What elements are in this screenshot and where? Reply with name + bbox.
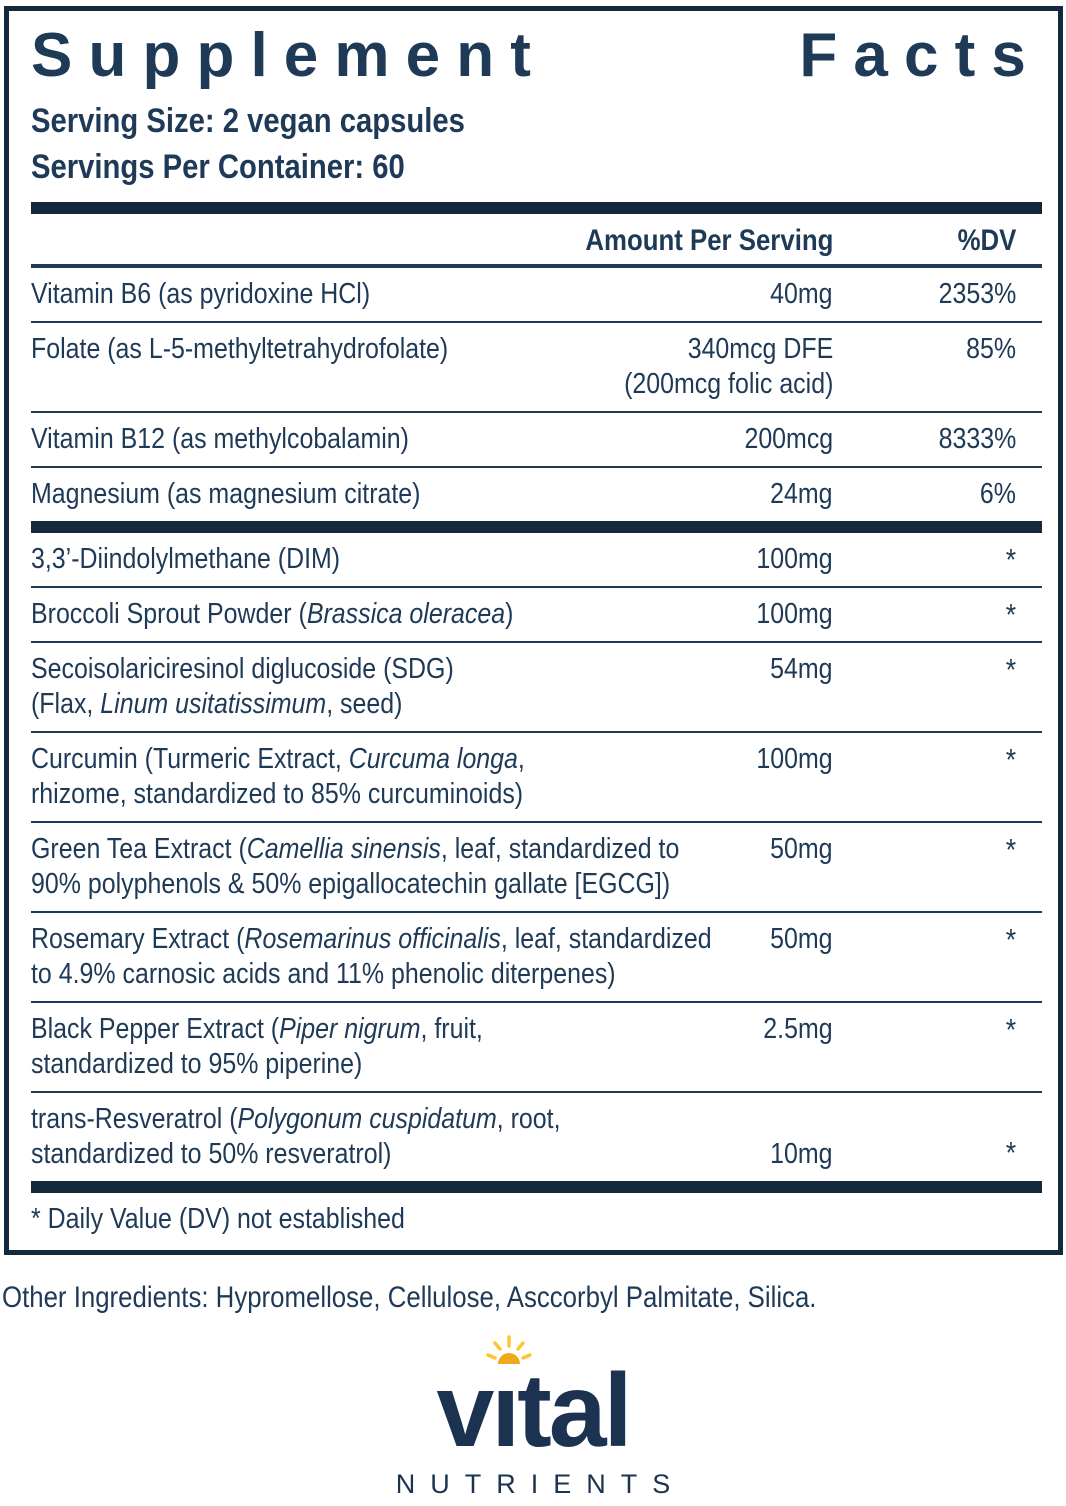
header-divider-bar	[31, 202, 1042, 215]
dv-cell: *	[1005, 652, 1016, 688]
ingredient-name: Secoisolariciresinol diglucoside (SDG) (F…	[31, 653, 454, 721]
servings-per-container-line: Servings Per Container: 60	[31, 148, 405, 187]
ingredient-name: Green Tea Extract (Camellia sinensis, le…	[31, 833, 680, 901]
other-ingredients: Other Ingredients: Hypromellose, Cellulo…	[2, 1281, 817, 1315]
amount-cell: 100mg	[756, 598, 833, 631]
ingredient-row: Vitamin B12 (as methylcobalamin) 200mcg 83…	[31, 413, 1042, 469]
ingredient-name: trans-Resveratrol (Polygonum cuspidatum,…	[31, 1103, 561, 1171]
amount-cell: 54mg	[770, 653, 833, 686]
brand-text: vıtal	[436, 1353, 632, 1470]
amount-cell: 50mg	[770, 833, 833, 866]
dv-cell: *	[1005, 742, 1016, 778]
brand-wordmark: vıtal	[436, 1335, 633, 1463]
ingredient-row: Vitamin B6 (as pyridoxine HCl) 40mg 2353%	[31, 268, 1042, 324]
dv-cell: 85%	[966, 333, 1016, 366]
footnote-divider-bar	[31, 1181, 1042, 1194]
ingredient-name: Vitamin B12 (as methylcobalamin)	[31, 423, 409, 456]
ingredient-sections: Vitamin B6 (as pyridoxine HCl) 40mg 2353% F…	[31, 268, 1042, 1181]
ingredient-row: Green Tea Extract (Camellia sinensis, le…	[31, 823, 1042, 914]
ingredient-row: Broccoli Sprout Powder (Brassica olerace…	[31, 588, 1042, 644]
ingredient-row: Secoisolariciresinol diglucoside (SDG) (F…	[31, 643, 1042, 734]
ingredient-row: Folate (as L-5-methyltetrahydrofolate) 34…	[31, 323, 1042, 414]
amount-cell: 10mg	[770, 1138, 833, 1171]
amount-per-serving-header: Amount Per Serving	[584, 224, 833, 258]
supplement-facts-panel: Supplement Facts Serving Size: 2 vegan c…	[4, 6, 1063, 1256]
serving-size-line: Serving Size: 2 vegan capsules	[31, 102, 465, 141]
section-divider-bar	[31, 521, 1042, 534]
title-word-supplement: Supplement	[31, 21, 548, 90]
amount-cell: 40mg	[770, 278, 833, 311]
dv-cell: *	[1005, 1012, 1016, 1048]
daily-value-footnote: * Daily Value (DV) not established	[31, 1203, 405, 1236]
ingredient-row: Rosemary Extract (Rosemarinus officinali…	[31, 913, 1042, 1004]
amount-cell: 100mg	[756, 543, 833, 576]
ingredient-name: Curcumin (Turmeric Extract, Curcuma long…	[31, 743, 525, 811]
dv-cell: *	[1005, 832, 1016, 868]
ingredient-row: Magnesium (as magnesium citrate) 24mg 6%	[31, 468, 1042, 521]
ingredient-name: Rosemary Extract (Rosemarinus officinali…	[31, 923, 712, 991]
ingredient-row: Black Pepper Extract (Piper nigrum, frui…	[31, 1003, 1042, 1094]
ingredient-row: Curcumin (Turmeric Extract, Curcuma long…	[31, 733, 1042, 824]
ingredient-name: Vitamin B6 (as pyridoxine HCl)	[31, 278, 371, 311]
amount-cell: 50mg	[770, 923, 833, 956]
dv-cell: *	[1005, 542, 1016, 578]
serving-info: Serving Size: 2 vegan capsules Servings …	[31, 98, 1042, 190]
dv-cell: 8333%	[938, 423, 1016, 456]
amount-cell: 2.5mg	[763, 1013, 833, 1046]
ingredient-name: Broccoli Sprout Powder (Brassica olerace…	[31, 598, 514, 631]
panel-title: Supplement Facts	[31, 21, 1042, 90]
dv-cell: *	[1005, 922, 1016, 958]
brand-logo: vıtal NUTRIENTS	[0, 1335, 1066, 1500]
ingredient-name: 3,3’-Diindolylmethane (DIM)	[31, 543, 341, 576]
title-word-facts: Facts	[799, 21, 1042, 90]
dv-header: %DV	[957, 224, 1016, 258]
ingredient-name: Magnesium (as magnesium citrate)	[31, 478, 421, 511]
ingredient-row: trans-Resveratrol (Polygonum cuspidatum,…	[31, 1093, 1042, 1181]
amount-cell: 24mg	[770, 478, 833, 511]
dv-cell: 6%	[979, 478, 1016, 511]
dv-cell: 2353%	[938, 278, 1016, 311]
ingredient-name: Folate (as L-5-methyltetrahydrofolate)	[31, 333, 449, 366]
sun-icon	[486, 1335, 533, 1365]
dv-cell: *	[1005, 597, 1016, 633]
amount-cell: 200mcg	[744, 423, 833, 456]
ingredient-row: 3,3’-Diindolylmethane (DIM) 100mg *	[31, 533, 1042, 589]
brand-subtext: NUTRIENTS	[395, 1469, 686, 1500]
amount-cell: 100mg	[756, 743, 833, 776]
dv-cell: *	[1005, 1135, 1016, 1171]
amount-cell: 340mcg DFE (200mcg folic acid)	[623, 333, 833, 401]
ingredient-name: Black Pepper Extract (Piper nigrum, frui…	[31, 1013, 483, 1081]
column-headers: Amount Per Serving %DV	[31, 214, 1042, 269]
page: { "panel": { "title": "Supplement Facts"…	[0, 6, 1066, 1506]
